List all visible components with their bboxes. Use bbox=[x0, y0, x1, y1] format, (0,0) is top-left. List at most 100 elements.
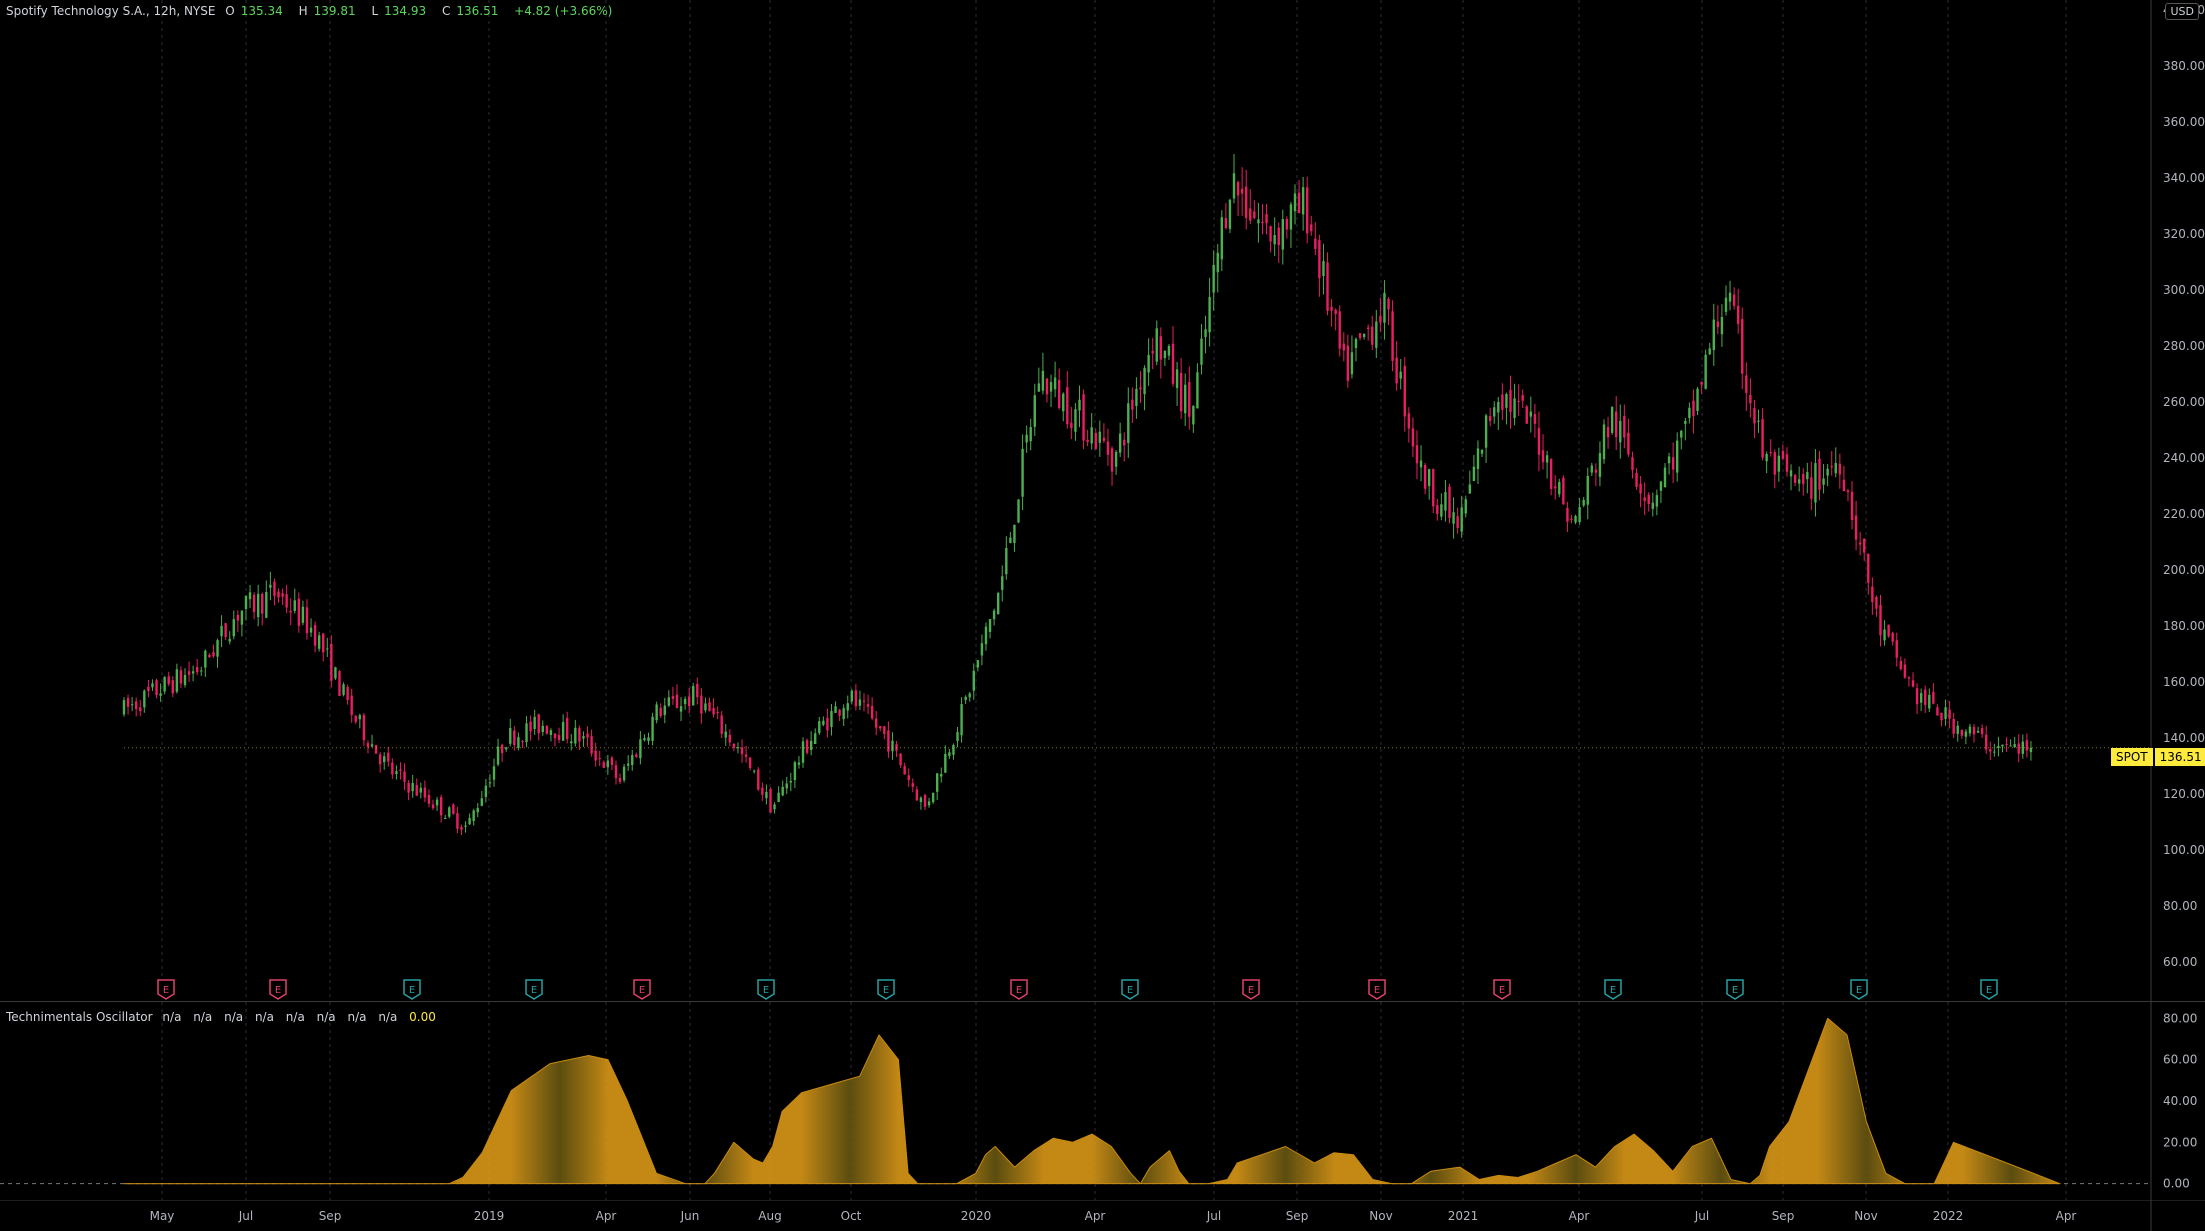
candle-body bbox=[1139, 387, 1142, 390]
candle-body bbox=[1261, 221, 1264, 224]
candle-body bbox=[533, 716, 536, 729]
oscillator-chart[interactable]: 0.00 20.00 40.00 60.00 80.00 bbox=[0, 1002, 2205, 1200]
earnings-badge-shape bbox=[525, 979, 543, 1000]
candle-body bbox=[903, 766, 906, 775]
earnings-marker[interactable]: E bbox=[1242, 979, 1260, 1000]
earnings-marker[interactable]: E bbox=[757, 979, 775, 1000]
candle-body bbox=[1021, 448, 1024, 497]
candle-body bbox=[919, 797, 923, 802]
earnings-marker[interactable]: E bbox=[1850, 979, 1868, 1000]
candle-body bbox=[635, 754, 638, 757]
earnings-marker[interactable]: E bbox=[403, 979, 421, 1000]
oscillator-area bbox=[123, 1017, 2061, 1185]
price-tick-label: 240.00 bbox=[2163, 451, 2205, 465]
earnings-marker[interactable]: E bbox=[1980, 979, 1998, 1000]
candle-body bbox=[468, 818, 471, 825]
pane-divider[interactable] bbox=[0, 1001, 2205, 1002]
candle-body bbox=[883, 726, 886, 734]
candle-body bbox=[1090, 427, 1093, 444]
candle-body bbox=[724, 731, 727, 738]
candle-body bbox=[248, 592, 252, 600]
earnings-badge-label: E bbox=[163, 985, 169, 996]
candle-body bbox=[1159, 336, 1163, 360]
candle-body bbox=[952, 745, 955, 755]
price-chart[interactable]: 60.00 80.00 100.00 120.00 140.00 160.00 180.00… bbox=[0, 0, 2205, 1001]
earnings-badge-label: E bbox=[531, 985, 537, 996]
earnings-marker[interactable]: E bbox=[1121, 979, 1139, 1000]
candle-body bbox=[972, 670, 975, 691]
candle-body bbox=[923, 795, 927, 807]
candle-body bbox=[940, 773, 943, 777]
earnings-marker[interactable]: E bbox=[633, 979, 651, 1000]
candle-body bbox=[887, 730, 890, 752]
candle-body bbox=[748, 757, 752, 768]
candle-body bbox=[590, 736, 593, 754]
earnings-marker[interactable]: E bbox=[1604, 979, 1622, 1000]
osc-tick-label: 0.00 bbox=[2163, 1177, 2190, 1191]
candle-body bbox=[1265, 214, 1268, 224]
osc-tick-label: 80.00 bbox=[2163, 1011, 2197, 1025]
candle-body bbox=[1391, 311, 1394, 361]
currency-button[interactable]: USD bbox=[2165, 3, 2199, 20]
candle-body bbox=[960, 704, 963, 736]
candle-body bbox=[1253, 211, 1256, 219]
symbol-title[interactable]: Spotify Technology S.A., 12h, NYSE bbox=[6, 4, 216, 18]
candle-body bbox=[964, 696, 967, 701]
candle-body bbox=[1509, 389, 1512, 412]
candle-body bbox=[704, 703, 707, 711]
earnings-badge-label: E bbox=[1986, 985, 1992, 996]
candle-body bbox=[1972, 726, 1976, 735]
earnings-marker[interactable]: E bbox=[525, 979, 543, 1000]
time-axis[interactable]: May Jul Sep 2019 Apr Jun Aug Oct 2020 Apr Jul Sep No… bbox=[0, 1200, 2205, 1231]
earnings-badge-shape bbox=[877, 979, 895, 1000]
earnings-badge-shape bbox=[633, 979, 651, 1000]
candle-body bbox=[553, 733, 557, 739]
candle-body bbox=[667, 697, 671, 706]
candle-body bbox=[1936, 707, 1939, 716]
oscillator-title[interactable]: Technimentals Oscillator bbox=[6, 1010, 153, 1024]
candle-body bbox=[195, 667, 199, 673]
candle-body bbox=[1220, 217, 1224, 260]
candle-body bbox=[1765, 453, 1768, 462]
earnings-marker[interactable]: E bbox=[1726, 979, 1744, 1000]
candle-body bbox=[1757, 420, 1760, 422]
candle-body bbox=[574, 727, 577, 744]
candle-body bbox=[956, 732, 959, 741]
candle-body bbox=[1671, 457, 1675, 470]
candle-body bbox=[1696, 388, 1699, 412]
earnings-badge-label: E bbox=[1374, 985, 1380, 996]
earnings-marker[interactable]: E bbox=[1368, 979, 1386, 1000]
candle-body bbox=[256, 593, 260, 618]
candle-body bbox=[1761, 419, 1764, 458]
candle-body bbox=[2013, 744, 2016, 748]
candle-body bbox=[793, 762, 797, 781]
candle-body bbox=[1383, 292, 1386, 323]
ohlc-high: H 139.81 bbox=[298, 4, 356, 18]
time-tick-label: 2020 bbox=[961, 1209, 992, 1223]
candle-body bbox=[1574, 516, 1577, 523]
candle-body bbox=[362, 715, 366, 741]
candle-body bbox=[1590, 465, 1594, 473]
earnings-marker[interactable]: E bbox=[269, 979, 287, 1000]
candle-body bbox=[659, 707, 662, 716]
candle-body bbox=[2029, 747, 2033, 753]
price-change: +4.82 (+3.66%) bbox=[514, 4, 613, 18]
earnings-marker[interactable]: E bbox=[1010, 979, 1028, 1000]
candle-body bbox=[415, 785, 418, 796]
candle-body bbox=[1749, 394, 1752, 404]
candle-body bbox=[1106, 441, 1110, 455]
candle-body bbox=[200, 670, 203, 672]
earnings-marker[interactable]: E bbox=[157, 979, 175, 1000]
candle-body bbox=[622, 766, 626, 781]
candle-body bbox=[281, 593, 284, 597]
candle-body bbox=[1513, 398, 1516, 418]
earnings-badge-shape bbox=[1242, 979, 1260, 1000]
candle-body bbox=[565, 717, 569, 740]
earnings-marker[interactable]: E bbox=[877, 979, 895, 1000]
candle-body bbox=[1781, 450, 1785, 459]
candle-body bbox=[1785, 454, 1789, 472]
candle-body bbox=[1598, 453, 1602, 477]
candle-body bbox=[1005, 548, 1008, 575]
earnings-badge-label: E bbox=[1610, 985, 1616, 996]
earnings-marker[interactable]: E bbox=[1493, 979, 1511, 1000]
